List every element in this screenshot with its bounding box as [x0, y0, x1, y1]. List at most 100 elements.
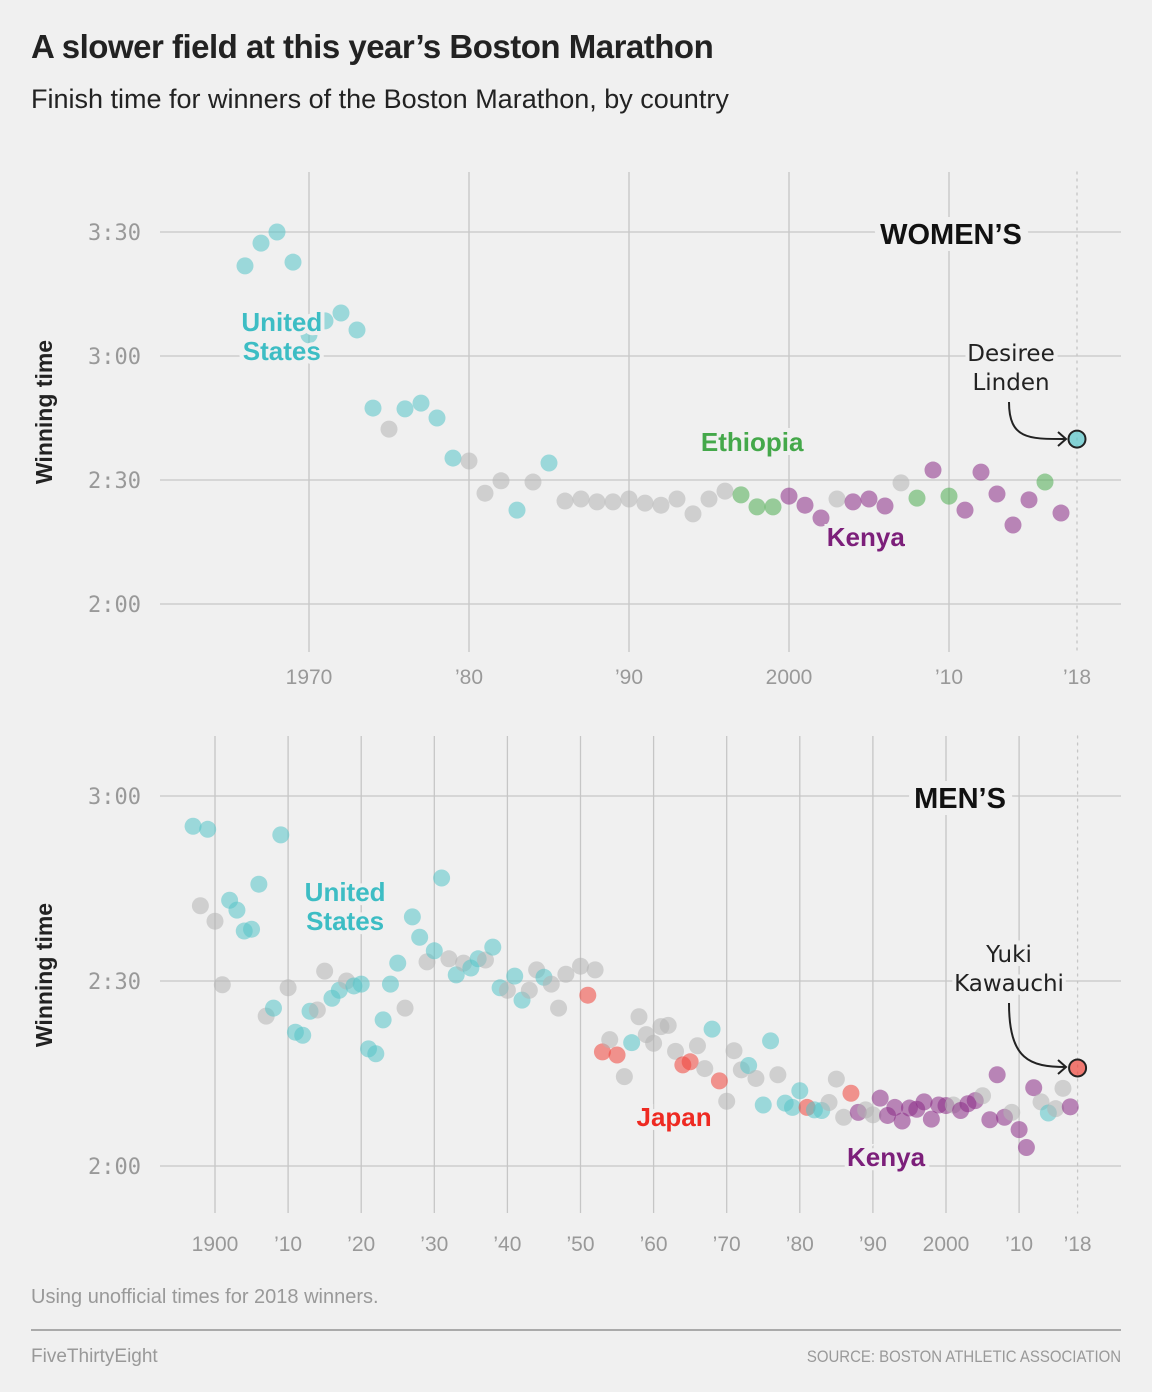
x-tick-label: 2000	[766, 666, 813, 689]
data-point	[988, 485, 1006, 503]
data-point	[604, 493, 622, 511]
data-point	[557, 965, 575, 983]
data-point	[696, 1060, 714, 1078]
data-point	[199, 820, 217, 838]
data-point	[588, 493, 606, 511]
data-point	[601, 1031, 619, 1049]
country-label-line: States	[243, 336, 321, 366]
data-point	[1004, 516, 1022, 534]
x-tick-label: ’90	[859, 1233, 887, 1256]
data-point	[425, 942, 443, 960]
data-point	[791, 1082, 809, 1100]
data-point	[332, 304, 350, 322]
data-point	[367, 1045, 385, 1063]
data-point	[381, 975, 399, 993]
data-point	[524, 473, 542, 491]
data-point	[764, 498, 782, 516]
annotation-line: Kawauchi	[954, 971, 1064, 997]
data-point	[396, 999, 414, 1017]
data-point	[542, 975, 560, 993]
data-point	[871, 1089, 889, 1107]
data-point	[508, 501, 526, 519]
arrowhead-icon	[1057, 1059, 1068, 1075]
data-point	[252, 234, 270, 252]
x-tick-label: ’90	[615, 666, 643, 689]
chart-title: A slower field at this year’s Boston Mar…	[31, 28, 714, 65]
data-point	[645, 1034, 663, 1052]
data-point	[1061, 1098, 1079, 1116]
data-point	[550, 999, 568, 1017]
data-point	[652, 496, 670, 514]
data-point	[184, 817, 202, 835]
data-point	[688, 1037, 706, 1055]
data-point	[284, 253, 302, 271]
data-point	[411, 928, 429, 946]
data-point	[716, 482, 734, 500]
data-point	[780, 487, 798, 505]
data-point	[498, 981, 516, 999]
x-tick-label: ’10	[1005, 1233, 1033, 1256]
x-tick-label: ’30	[420, 1233, 448, 1256]
country-label-line: United	[305, 877, 386, 907]
data-point	[1054, 1079, 1072, 1097]
data-point	[876, 497, 894, 515]
data-point	[924, 461, 942, 479]
data-point	[476, 951, 494, 969]
data-point	[243, 920, 261, 938]
womens-panel: 3:30 3:00 2:30 2:00 1970 ’80 ’90 2000 ’10 ’18 Winn…	[31, 171, 1121, 689]
y-tick-label: 3:30	[88, 221, 141, 246]
annotation-label: Yuki Kawauchi	[954, 942, 1064, 997]
data-point	[476, 484, 494, 502]
data-point	[1052, 504, 1070, 522]
x-tick-label: ’80	[455, 666, 483, 689]
x-tick-label: ’60	[640, 1233, 668, 1256]
x-tick-label: ’80	[786, 1233, 814, 1256]
data-point	[380, 420, 398, 438]
y-tick-label: 2:00	[88, 1155, 141, 1180]
data-point	[308, 1001, 326, 1019]
data-point	[623, 1034, 641, 1052]
x-tick-label: ’50	[566, 1233, 594, 1256]
source-credit: SOURCE: BOSTON ATHLETIC ASSOCIATION	[806, 1347, 1121, 1366]
data-point	[236, 257, 254, 275]
data-point	[272, 826, 290, 844]
country-label-line: United	[241, 307, 322, 337]
data-point	[444, 449, 462, 467]
data-point	[506, 967, 524, 985]
highlighted-data-point	[1068, 1058, 1088, 1078]
data-point	[572, 957, 589, 975]
data-point	[988, 1066, 1006, 1084]
data-point	[206, 912, 224, 930]
data-point	[940, 487, 958, 505]
data-point	[915, 1093, 933, 1111]
highlighted-data-point	[1067, 429, 1087, 449]
data-point	[492, 472, 510, 490]
data-point	[348, 321, 366, 339]
data-point	[886, 1098, 904, 1116]
data-point	[191, 897, 209, 915]
data-point	[700, 490, 718, 508]
data-point	[213, 976, 231, 994]
data-point	[316, 312, 334, 330]
y-tick-label: 3:00	[88, 785, 141, 810]
data-point	[250, 875, 268, 893]
y-axis-title: Winning time	[31, 340, 57, 484]
data-point	[740, 1056, 758, 1074]
data-point	[972, 463, 990, 481]
annotation-arrow	[1008, 1002, 1067, 1068]
data-point	[352, 975, 370, 993]
data-point	[636, 494, 654, 512]
footer-divider	[31, 1329, 1121, 1331]
panel-label: MEN’S	[914, 783, 1006, 815]
data-point	[668, 490, 686, 508]
data-point	[796, 496, 814, 514]
data-point	[860, 490, 878, 508]
brand-logo: FiveThirtyEight	[31, 1346, 158, 1367]
x-tick-label: 1970	[286, 666, 333, 689]
data-point	[579, 986, 597, 1004]
data-point	[1036, 473, 1054, 491]
x-tick-label: ’10	[274, 1233, 302, 1256]
data-point	[572, 490, 590, 508]
data-point	[294, 1026, 312, 1044]
data-point	[820, 1093, 838, 1111]
